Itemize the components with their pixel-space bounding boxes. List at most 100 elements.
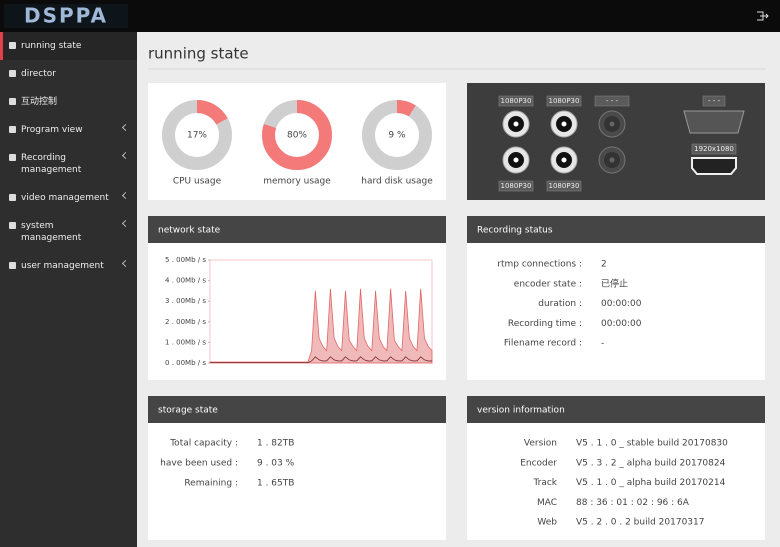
menu-arrow	[121, 219, 130, 228]
panel-title: network state	[158, 226, 221, 236]
menu-icon	[9, 42, 16, 49]
y-tick-label: 3 . 00Mb / s	[165, 297, 206, 305]
gauge-label: CPU usage	[173, 177, 222, 187]
row-value: 00:00:00	[601, 299, 642, 309]
coax-pin	[609, 157, 615, 163]
row-value: 1 . 65TB	[257, 479, 294, 489]
gauge-value: 9 %	[388, 131, 406, 141]
row-label: Filename record :	[504, 339, 582, 349]
panel-title: version information	[477, 406, 565, 416]
row-label: Version	[524, 439, 557, 449]
y-tick-label: 5 . 00Mb / s	[165, 256, 206, 264]
menu-icon	[9, 222, 16, 229]
gauge-arc	[162, 100, 232, 170]
port-label: 1080P30	[501, 182, 532, 190]
row-label: duration :	[538, 299, 582, 309]
menu-item[interactable]: Program view	[0, 116, 137, 144]
menu-icon	[9, 194, 16, 201]
area	[209, 288, 433, 364]
y-tick-label: 4 . 00Mb / s	[165, 277, 206, 285]
gauge-value: 17%	[187, 131, 207, 141]
port-tag	[702, 95, 726, 107]
panel	[467, 216, 765, 380]
menu-item[interactable]: Recording management	[0, 144, 137, 184]
header-bar	[0, 0, 780, 32]
menu-label: system management	[21, 221, 82, 243]
logo: DSPPA	[24, 4, 108, 28]
row-value: V5 . 3 . 2 _ alpha build 20170824	[576, 458, 726, 468]
y-tick-label: 0 . 00Mb / s	[165, 359, 206, 367]
row-value: 已停止	[601, 277, 628, 289]
menu-arrow	[121, 151, 130, 160]
menu-icon	[9, 154, 16, 161]
menu-arrow	[121, 259, 130, 268]
row-label: Encoder	[520, 458, 557, 468]
hdmi-port	[691, 157, 737, 175]
panel-header	[148, 216, 446, 243]
port-tag	[594, 95, 630, 107]
row-value: 88 : 36 : 01 : 02 : 96 : 6A	[576, 498, 690, 508]
menu-label: video management	[21, 193, 109, 203]
gauge-arc	[262, 100, 332, 170]
menu-icon	[9, 98, 16, 105]
row-value: -	[601, 339, 604, 349]
row-label: Web	[537, 518, 557, 528]
coax-pin	[513, 121, 519, 127]
row-label: MAC	[537, 498, 557, 508]
coax-pin	[513, 157, 519, 163]
row-label: Recording time :	[508, 319, 582, 329]
menu-item[interactable]: director	[0, 60, 137, 88]
gauge-arc	[362, 100, 432, 170]
menu-icon	[9, 126, 16, 133]
menu-label: director	[21, 69, 56, 79]
menu-arrow	[121, 191, 130, 200]
row-label: Remaining :	[184, 479, 238, 489]
port-label: 1080P30	[549, 182, 580, 190]
menu-label: 互动控制	[21, 97, 58, 107]
row-value: 2	[601, 260, 607, 270]
port-tag	[498, 180, 534, 192]
port-label: 1080P30	[501, 97, 532, 105]
menu-item[interactable]: 互动控制	[0, 88, 137, 116]
menu-icon	[9, 262, 16, 269]
menu-label: Program view	[21, 125, 83, 135]
port-label: 1920x1080	[694, 145, 734, 153]
row-value: V5 . 1 . 0 _ alpha build 20170214	[576, 478, 726, 488]
row-value: V5 . 1 . 0 _ stable build 20170830	[576, 439, 728, 449]
page-title: running state	[148, 45, 249, 63]
row-label: encoder state :	[514, 279, 582, 289]
menu-icon	[9, 70, 16, 77]
port-label: - - -	[606, 97, 619, 105]
menu-item[interactable]: running state	[0, 32, 137, 60]
gauge-label: hard disk usage	[361, 177, 433, 187]
port-label: 1080P30	[549, 97, 580, 105]
coax-pin	[561, 121, 567, 127]
row-label: rtmp connections :	[497, 260, 582, 270]
coax-pin	[561, 157, 567, 163]
sidebar: running state director 互动控制 Program view Rec…	[0, 32, 137, 547]
row-value: V5 . 2 . 0 . 2 build 20170317	[576, 518, 704, 528]
menu-item[interactable]: video management	[0, 184, 137, 212]
panel-header	[148, 396, 446, 423]
menu-item[interactable]: system management	[0, 212, 137, 252]
row-value: 00:00:00	[601, 319, 642, 329]
y-tick-label: 1 . 00Mb / s	[165, 338, 206, 346]
logout-icon[interactable]	[757, 11, 769, 21]
row-value: 1 . 82TB	[257, 439, 294, 449]
panel-title: Recording status	[477, 226, 553, 236]
line	[210, 356, 432, 363]
gauge-label: memory usage	[263, 177, 331, 187]
port-tag	[546, 180, 582, 192]
menu-label: Recording management	[21, 153, 82, 175]
row-value: 9 . 03 %	[257, 459, 295, 469]
panel-header	[467, 396, 765, 423]
port-tag	[498, 95, 534, 107]
port-tag	[691, 143, 737, 155]
menu-item[interactable]: user management	[0, 252, 137, 280]
row-label: Track	[532, 478, 557, 488]
gauge-value: 80%	[287, 131, 307, 141]
panel	[148, 216, 446, 380]
menu-arrow	[121, 123, 130, 132]
